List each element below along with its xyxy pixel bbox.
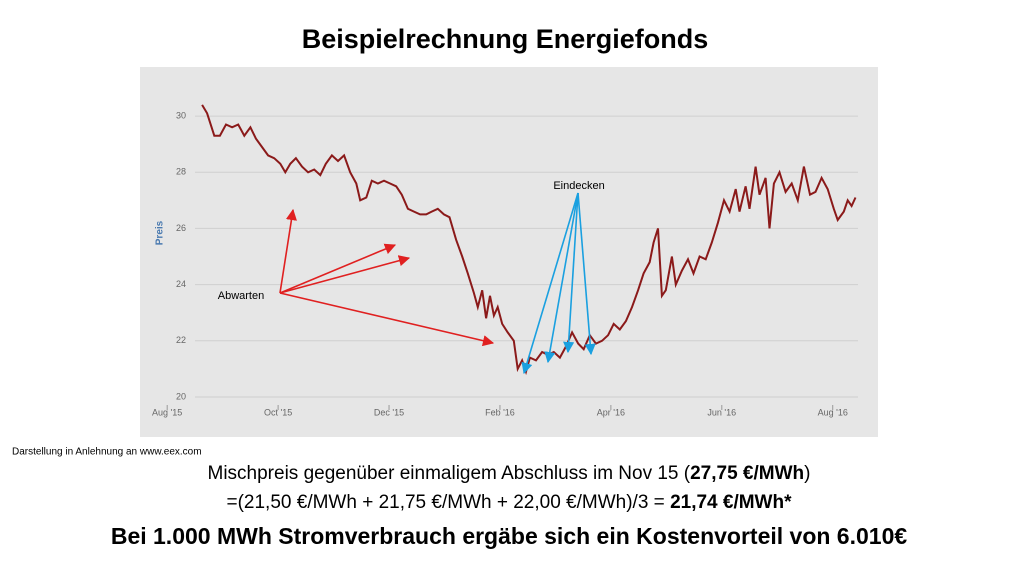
x-tick-label: Aug '16	[818, 407, 848, 417]
y-tick-label: 24	[176, 279, 186, 289]
arrows	[279, 192, 596, 375]
y-tick-label: 28	[176, 167, 186, 177]
x-tick-label: Dec '15	[374, 407, 404, 417]
arrow	[521, 192, 579, 375]
y-tick-label: 30	[176, 110, 186, 120]
y-tick-label: 22	[176, 335, 186, 345]
arrow	[563, 192, 579, 354]
text: 27,75 €/MWh	[690, 463, 804, 484]
arrow	[279, 243, 397, 294]
arrow	[279, 292, 495, 347]
x-tick-label: Jun '16	[707, 407, 736, 417]
footnote: Darstellung in Anlehnung an www.eex.com	[12, 447, 202, 458]
slide-title: Beispielrechnung Energiefonds	[302, 24, 709, 54]
plot-background	[140, 67, 878, 437]
arrow	[577, 192, 596, 356]
x-tick-label: Apr '16	[597, 407, 625, 417]
text: 21,74 €/MWh*	[670, 492, 792, 513]
arrow	[279, 208, 297, 294]
arrow	[279, 255, 411, 294]
y-tick-label: 26	[176, 223, 186, 233]
annotation: Abwarten	[218, 290, 264, 302]
y-axis-label: Preis	[155, 220, 166, 245]
x-tick-label: Oct '15	[264, 407, 292, 417]
plot: 20 22 24 26 28 30 Aug '15 Oct '15 Dec '15 Feb '16…	[152, 104, 858, 417]
text: =(21,50 €/MWh + 21,75 €/MWh + 22,00 €/MW…	[227, 492, 671, 513]
y-tick-label: 20	[176, 391, 186, 401]
text: )	[804, 463, 810, 484]
text-line: =(21,50 €/MWh + 21,75 €/MWh + 22,00 €/MW…	[227, 492, 793, 513]
annotation: Eindecken	[553, 180, 604, 192]
text-line: Mischpreis gegenüber einmaligem Abschlus…	[208, 463, 811, 484]
text-line: Bei 1.000 MWh Stromverbrauch ergäbe sich…	[111, 523, 908, 549]
x-tick-label: Aug '15	[152, 407, 182, 417]
arrow	[544, 192, 579, 364]
price-line	[201, 104, 857, 376]
text: Mischpreis gegenüber einmaligem Abschlus…	[208, 463, 691, 484]
x-tick-label: Feb '16	[485, 407, 515, 417]
